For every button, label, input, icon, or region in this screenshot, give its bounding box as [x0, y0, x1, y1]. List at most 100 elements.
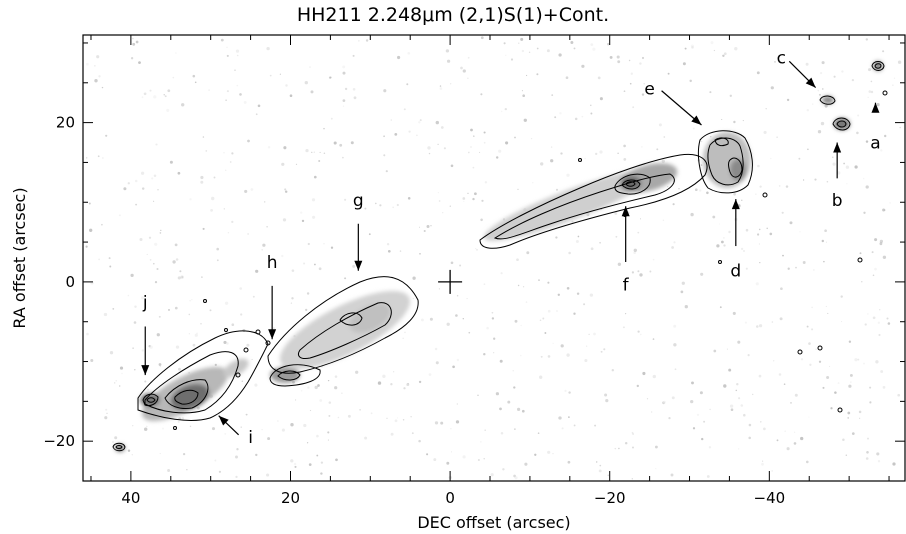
noise-speck [551, 94, 554, 96]
noise-speck [762, 460, 764, 462]
noise-speck [594, 424, 597, 427]
noise-speck [624, 441, 628, 445]
noise-speck [552, 453, 554, 455]
noise-speck [741, 199, 743, 201]
noise-speck [119, 366, 124, 370]
noise-speck [483, 283, 486, 286]
noise-speck [241, 380, 244, 383]
noise-speck [483, 458, 485, 460]
noise-speck [752, 393, 754, 396]
noise-speck [246, 343, 250, 347]
noise-speck [745, 228, 749, 232]
noise-speck [633, 251, 636, 254]
noise-speck [864, 323, 867, 326]
noise-speck [456, 403, 458, 405]
noise-speck [311, 151, 313, 154]
noise-speck [641, 146, 643, 148]
noise-speck [149, 259, 152, 261]
noise-speck [776, 439, 779, 442]
noise-speck [850, 381, 852, 383]
noise-speck [598, 469, 602, 473]
noise-speck [151, 177, 154, 180]
noise-speck [350, 141, 354, 145]
noise-speck [412, 297, 415, 300]
noise-speck [291, 269, 295, 272]
noise-speck [761, 462, 764, 466]
noise-speck [633, 248, 637, 252]
noise-speck [729, 404, 734, 408]
noise-speck [566, 173, 570, 177]
noise-speck [450, 261, 454, 265]
noise-speck [383, 154, 386, 157]
x-axis-title: DEC offset (arcsec) [417, 513, 570, 532]
noise-speck [556, 310, 558, 312]
noise-speck [435, 120, 439, 125]
noise-speck [573, 424, 576, 427]
noise-speck [177, 420, 180, 423]
noise-speck [102, 157, 104, 159]
noise-speck [140, 171, 145, 175]
noise-speck [121, 372, 123, 375]
noise-speck [607, 42, 610, 46]
noise-speck [306, 442, 309, 444]
noise-speck [728, 230, 731, 234]
noise-speck [342, 71, 346, 75]
noise-speck [643, 83, 645, 85]
noise-speck [229, 161, 232, 163]
noise-speck [696, 413, 700, 417]
noise-speck [522, 286, 525, 288]
noise-speck [138, 61, 141, 64]
noise-speck [699, 391, 703, 395]
noise-speck [97, 155, 100, 158]
noise-speck [88, 202, 91, 205]
noise-speck [573, 312, 576, 315]
noise-speck [709, 91, 712, 94]
noise-speck [735, 389, 738, 392]
noise-speck [547, 309, 551, 313]
noise-speck [710, 136, 712, 138]
noise-speck [743, 250, 745, 252]
noise-speck [197, 406, 200, 410]
noise-speck [523, 118, 527, 122]
noise-speck [172, 260, 176, 264]
noise-speck [352, 87, 356, 91]
noise-speck [823, 260, 825, 263]
noise-speck [154, 242, 158, 246]
noise-speck [537, 432, 540, 435]
noise-speck [617, 60, 621, 64]
noise-speck [194, 81, 197, 84]
noise-speck [872, 274, 875, 277]
noise-speck [406, 83, 409, 86]
noise-speck [167, 89, 171, 93]
noise-speck [123, 187, 127, 191]
noise-speck [86, 332, 89, 336]
noise-speck [293, 462, 297, 466]
noise-speck [158, 315, 161, 318]
noise-speck [159, 453, 161, 455]
noise-speck [491, 311, 494, 314]
noise-speck [305, 308, 308, 312]
noise-speck [759, 324, 763, 328]
noise-speck [344, 87, 348, 91]
noise-speck [756, 325, 759, 328]
noise-speck [318, 267, 322, 271]
noise-speck [455, 314, 458, 317]
background-noise [85, 36, 902, 480]
noise-speck [440, 126, 444, 129]
noise-speck [603, 348, 606, 351]
noise-speck [631, 271, 635, 274]
noise-speck [449, 205, 451, 207]
noise-speck [622, 326, 625, 329]
noise-speck [868, 90, 872, 93]
noise-speck [628, 59, 631, 62]
noise-speck [879, 239, 884, 244]
noise-speck [456, 358, 460, 362]
noise-speck [710, 41, 714, 45]
noise-speck [829, 365, 831, 367]
noise-speck [310, 90, 314, 94]
noise-speck [437, 143, 439, 146]
noise-speck [558, 416, 562, 420]
noise-speck [385, 170, 388, 173]
noise-speck [484, 429, 486, 431]
noise-speck [394, 419, 398, 423]
